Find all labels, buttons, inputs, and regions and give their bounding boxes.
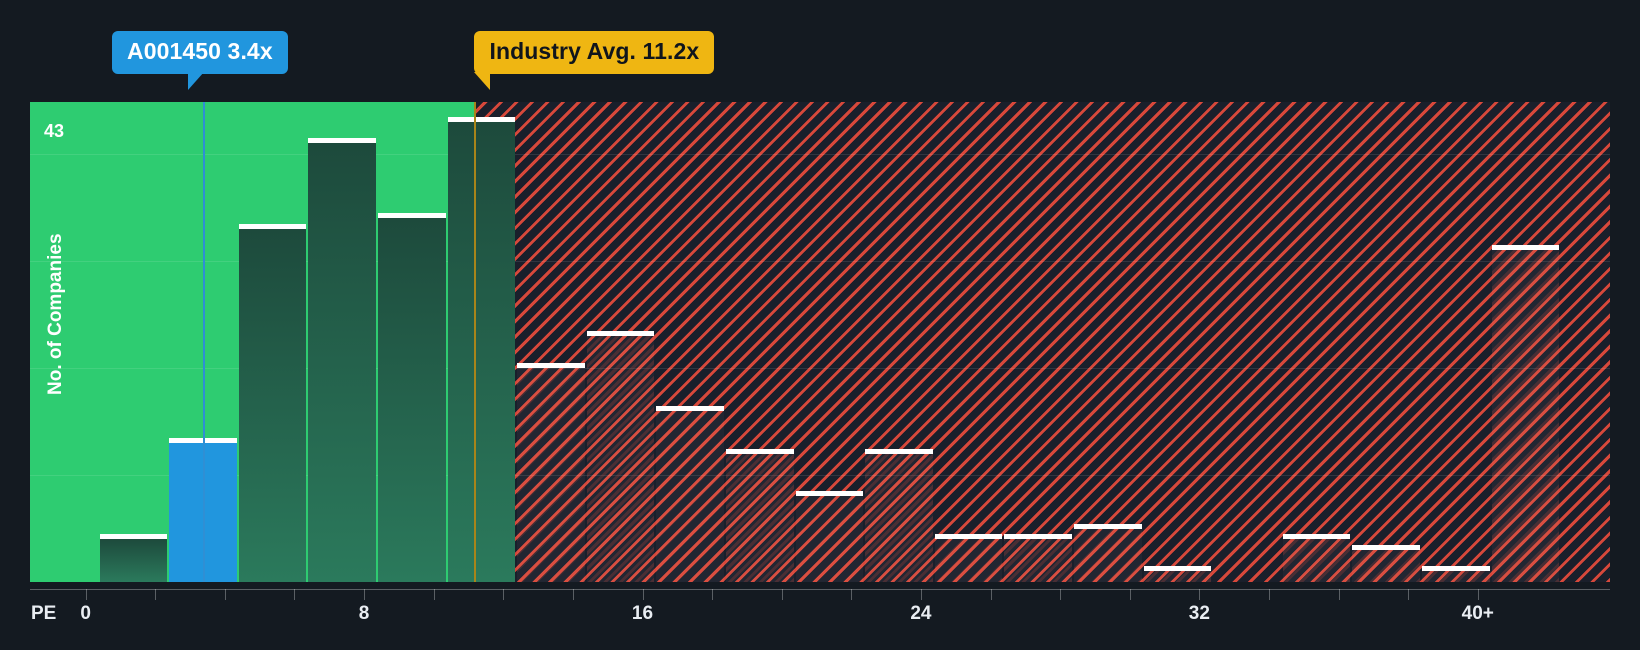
bar[interactable] <box>1143 566 1212 582</box>
callout-tail <box>187 72 204 90</box>
x-tick <box>851 589 853 600</box>
max-value-label: 43 <box>44 121 65 141</box>
bar[interactable] <box>238 223 307 582</box>
x-tick-label: 40+ <box>1461 603 1494 624</box>
x-tick-label: 24 <box>910 603 932 624</box>
x-tick <box>1060 589 1062 600</box>
bar[interactable] <box>656 405 725 582</box>
x-tick <box>155 589 157 600</box>
bar-cap <box>1074 523 1142 529</box>
x-tick <box>642 589 644 600</box>
bar-cap <box>586 330 655 336</box>
bar[interactable] <box>795 491 864 582</box>
bar[interactable] <box>378 213 446 582</box>
callout-company[interactable]: A001450 3.4x <box>112 31 288 90</box>
x-tick <box>1199 589 1201 600</box>
plot-area <box>30 102 1610 582</box>
bar-cap <box>726 448 794 454</box>
callout-label-industry: Industry Avg. 11.2x <box>489 38 700 64</box>
bar-cap <box>1004 534 1073 540</box>
x-axis-title: PE <box>31 603 57 624</box>
bar[interactable] <box>586 330 655 582</box>
x-tick <box>1338 589 1340 600</box>
bar[interactable] <box>99 534 168 582</box>
y-axis-title: No. of Companies <box>45 233 66 395</box>
x-tick <box>920 589 922 600</box>
bar-cap <box>517 363 585 369</box>
bar-cap <box>447 117 516 122</box>
bar-cap <box>795 491 864 497</box>
callout-label-company: A001450 3.4x <box>127 38 273 64</box>
x-tick <box>1408 589 1410 600</box>
bar-cap <box>865 448 933 454</box>
x-tick <box>224 589 226 600</box>
bar[interactable] <box>934 534 1003 582</box>
bar-cap <box>99 534 168 540</box>
bar[interactable] <box>1352 544 1421 582</box>
bar-cap <box>1422 566 1490 572</box>
x-tick <box>503 589 505 600</box>
x-tick <box>990 589 992 600</box>
callout-tail <box>474 72 491 90</box>
bar-cap <box>1282 534 1351 540</box>
bar-cap <box>1143 566 1212 572</box>
x-tick <box>364 589 366 600</box>
callout-industry[interactable]: Industry Avg. 11.2x <box>474 31 715 90</box>
bar[interactable] <box>726 448 794 582</box>
x-tick <box>1477 589 1479 600</box>
x-tick <box>433 589 435 600</box>
bar-cap <box>378 213 446 219</box>
x-tick <box>294 589 296 600</box>
bar[interactable] <box>1491 245 1560 582</box>
bar-cap <box>656 405 725 411</box>
bar[interactable] <box>1422 566 1490 582</box>
x-tick <box>572 589 574 600</box>
x-tick-label: 0 <box>80 603 91 624</box>
bar[interactable] <box>1004 534 1073 582</box>
bar-cap <box>308 138 376 144</box>
x-tick <box>85 589 87 600</box>
bar-cap <box>238 223 307 229</box>
bar-cap <box>934 534 1003 540</box>
bar[interactable] <box>447 117 516 582</box>
x-tick-label: 32 <box>1188 603 1210 624</box>
x-tick <box>781 589 783 600</box>
bar[interactable] <box>308 138 376 582</box>
bar[interactable] <box>1074 523 1142 582</box>
x-tick-label: 8 <box>358 603 370 624</box>
marker-line-industry <box>474 102 477 582</box>
bar-cap <box>1491 245 1560 251</box>
x-tick <box>1268 589 1270 600</box>
bar[interactable] <box>865 448 933 582</box>
zone-over-value <box>475 102 1610 582</box>
x-tick-label: 16 <box>631 603 654 624</box>
bar[interactable] <box>517 363 585 582</box>
marker-line-company <box>203 102 205 582</box>
x-axis-line <box>30 589 1610 590</box>
x-tick <box>1129 589 1131 600</box>
x-tick <box>712 589 714 600</box>
bar[interactable] <box>1282 534 1351 582</box>
bar-cap <box>1352 544 1421 550</box>
